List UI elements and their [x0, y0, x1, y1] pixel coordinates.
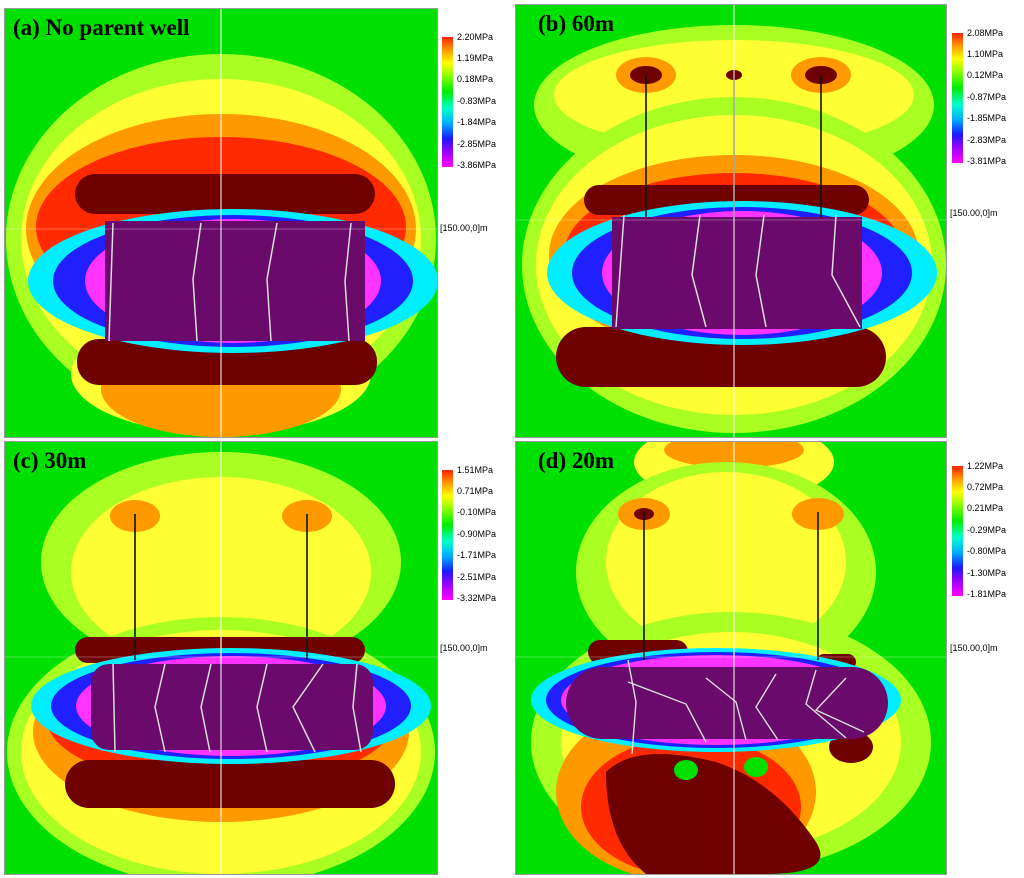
panel-b: (b) 60m — [515, 4, 947, 438]
legend-label: 2.08MPa — [967, 28, 1004, 38]
legend-label: -2.83MPa — [967, 135, 1007, 145]
legend-label: -0.90MPa — [457, 529, 497, 539]
legend-d: 1.22MPa 0.72MPa 0.21MPa -0.29MPa -0.80MP… — [952, 461, 1024, 606]
legend-label: -0.10MPa — [457, 507, 497, 517]
panel-title-c: (c) 30m — [13, 448, 87, 473]
coord-label-a: [150.00,0]m — [440, 223, 488, 233]
panel-title-b: (b) 60m — [538, 11, 615, 36]
legend-label: -0.29MPa — [967, 525, 1007, 535]
stress-field-a — [5, 9, 437, 437]
stress-field-c — [5, 442, 437, 874]
legend-label: 1.19MPa — [457, 53, 494, 63]
legend-label: 1.10MPa — [967, 49, 1004, 59]
coord-label-c: [150.00,0]m — [440, 643, 488, 653]
legend-label: -3.32MPa — [457, 593, 497, 603]
legend-label: 0.71MPa — [457, 486, 494, 496]
legend-label: -0.83MPa — [457, 96, 497, 106]
legend-label: -0.80MPa — [967, 546, 1007, 556]
panel-a: (a) No parent well — [4, 8, 438, 438]
legend-label: -0.87MPa — [967, 92, 1007, 102]
legend-label: -3.86MPa — [457, 160, 497, 170]
legend-label: -1.81MPa — [967, 589, 1007, 599]
legend-label: -1.84MPa — [457, 117, 497, 127]
legend-c: 1.51MPa 0.71MPa -0.10MPa -0.90MPa -1.71M… — [442, 465, 522, 610]
legend-label: -1.85MPa — [967, 113, 1007, 123]
legend-label: -2.51MPa — [457, 572, 497, 582]
legend-label: -2.85MPa — [457, 139, 497, 149]
legend-label: -1.30MPa — [967, 568, 1007, 578]
stress-field-d — [516, 442, 946, 874]
stress-field-b — [516, 5, 946, 437]
legend-b: 2.08MPa 1.10MPa 0.12MPa -0.87MPa -1.85MP… — [952, 28, 1024, 173]
coord-label-d: [150.00,0]m — [950, 643, 998, 653]
legend-label: 0.18MPa — [457, 74, 494, 84]
panel-d: (d) 20m — [515, 441, 947, 875]
legend-label: 0.21MPa — [967, 503, 1004, 513]
legend-label: -3.81MPa — [967, 156, 1007, 166]
legend-a: 2.20MPa 1.19MPa 0.18MPa -0.83MPa -1.84MP… — [442, 32, 522, 177]
panel-c: (c) 30m — [4, 441, 438, 875]
colorbar-a — [442, 37, 453, 167]
colorbar-b — [952, 33, 963, 163]
legend-label: 2.20MPa — [457, 32, 494, 42]
legend-label: 1.51MPa — [457, 465, 494, 475]
colorbar-d — [952, 466, 963, 596]
legend-label: -1.71MPa — [457, 550, 497, 560]
colorbar-c — [442, 470, 453, 600]
panel-title-d: (d) 20m — [538, 448, 615, 473]
legend-label: 1.22MPa — [967, 461, 1004, 471]
panel-title-a: (a) No parent well — [13, 15, 190, 40]
legend-label: 0.12MPa — [967, 70, 1004, 80]
coord-label-b: [150.00,0]m — [950, 208, 998, 218]
legend-label: 0.72MPa — [967, 482, 1004, 492]
